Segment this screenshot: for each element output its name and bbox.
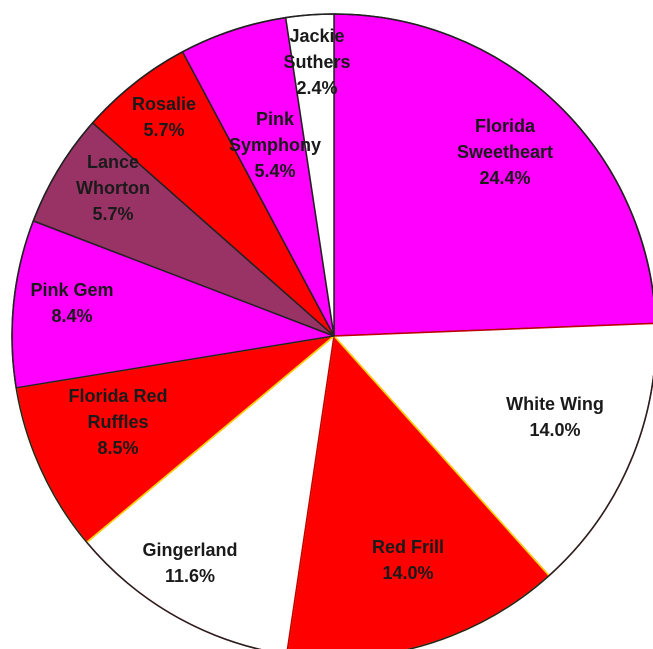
slice-percent-label: 5.7%: [143, 120, 184, 140]
slice-name-label: Florida Red: [68, 386, 167, 406]
slice-name-label: Rosalie: [132, 94, 196, 114]
slice-label-rosalie: Rosalie 5.7%: [132, 94, 196, 140]
slice-label-florida-sweetheart: Florida Sweetheart 24.4%: [457, 116, 553, 188]
slice-name-label: Ruffles: [87, 412, 148, 432]
slice-name-label: Red Frill: [372, 537, 444, 557]
slice-name-label: Whorton: [76, 178, 150, 198]
slice-name-label: Pink Gem: [30, 280, 113, 300]
slice-label-pink-gem: Pink Gem 8.4%: [30, 280, 113, 326]
slice-label-jackie-suthers: Jackie Suthers 2.4%: [283, 26, 350, 98]
slice-percent-label: 14.0%: [529, 420, 580, 440]
slice-name-label: Jackie: [289, 26, 344, 46]
slice-percent-label: 8.4%: [51, 306, 92, 326]
slice-percent-label: 5.4%: [254, 161, 295, 181]
slice-percent-label: 5.7%: [92, 204, 133, 224]
slice-name-label: Sweetheart: [457, 142, 553, 162]
slice-name-label: White Wing: [506, 394, 604, 414]
slice-label-florida-red-ruffles: Florida Red Ruffles 8.5%: [68, 386, 167, 458]
slice-name-label: Symphony: [229, 135, 321, 155]
slice-name-label: Gingerland: [142, 540, 237, 560]
slice-label-lance-whorton: Lance Whorton 5.7%: [76, 152, 150, 224]
slice-percent-label: 8.5%: [97, 438, 138, 458]
slice-label-gingerland: Gingerland 11.6%: [142, 540, 237, 586]
slice-label-pink-symphony: Pink Symphony 5.4%: [229, 109, 321, 181]
slice-percent-label: 14.0%: [382, 563, 433, 583]
slice-percent-label: 11.6%: [165, 566, 215, 586]
slice-label-red-frill: Red Frill 14.0%: [372, 537, 444, 583]
slice-name-label: Suthers: [283, 52, 350, 72]
slice-name-label: Florida: [475, 116, 536, 136]
slice-percent-label: 2.4%: [296, 78, 337, 98]
slice-name-label: Lance: [87, 152, 139, 172]
pie-outline: [11, 13, 653, 649]
slice-percent-label: 24.4%: [479, 168, 530, 188]
slice-label-white-wing: White Wing 14.0%: [506, 394, 604, 440]
slice-name-label: Pink: [256, 109, 295, 129]
